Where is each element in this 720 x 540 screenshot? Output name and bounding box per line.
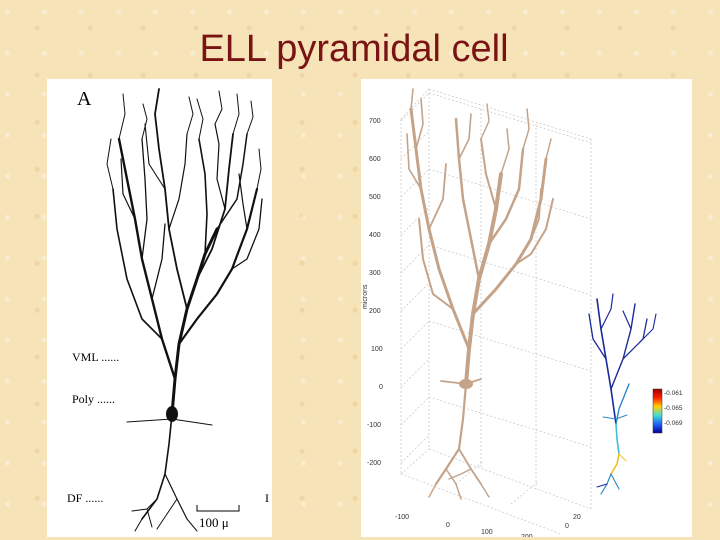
layer-label-vml: VML ...... xyxy=(72,350,119,364)
plot-grid xyxy=(400,88,592,535)
slide-title: ELL pyramidal cell xyxy=(199,28,509,70)
layer-label-df: DF ...... xyxy=(67,491,103,505)
y-tick-700: 700 xyxy=(369,118,381,125)
layer-label-poly: Poly ...... xyxy=(72,392,115,406)
x-tick-0: 0 xyxy=(446,522,450,529)
voltage-map-neuron xyxy=(588,293,657,495)
y-tick-0: 0 xyxy=(379,384,383,391)
neuron-drawing-panel: A xyxy=(47,79,272,537)
y-tick-minus-100: -100 xyxy=(367,422,381,429)
colorbar-tick-3: -0.069 xyxy=(664,420,683,427)
edge-mark: I xyxy=(265,491,269,505)
y-tick-300: 300 xyxy=(369,270,381,277)
x-tick-200: 200 xyxy=(521,534,533,537)
colorbar-tick-2: -0.065 xyxy=(664,405,683,412)
scale-bar xyxy=(196,505,240,512)
x-tick-minus-100: -100 xyxy=(395,514,409,521)
y-tick-200: 200 xyxy=(369,308,381,315)
z-tick-20: 20 xyxy=(573,514,581,521)
y-tick-400: 400 xyxy=(369,232,381,239)
panel-label: A xyxy=(77,88,92,110)
colorbar-tick-1: -0.061 xyxy=(664,390,683,397)
y-tick-600: 600 xyxy=(369,156,381,163)
z-tick-0: 0 xyxy=(565,523,569,530)
y-axis-label: microns xyxy=(362,284,369,309)
soma xyxy=(166,406,178,422)
neuron-drawing: A xyxy=(67,88,269,532)
neuron-model-plot: 700 600 500 400 300 200 100 0 -100 -200 … xyxy=(362,88,683,537)
neuron-model-panel: 700 600 500 400 300 200 100 0 -100 -200 … xyxy=(361,79,692,537)
y-tick-500: 500 xyxy=(369,194,381,201)
colorbar xyxy=(652,388,663,434)
y-tick-minus-200: -200 xyxy=(367,460,381,467)
y-tick-100: 100 xyxy=(371,346,383,353)
scale-bar-label: 100 μ xyxy=(199,515,229,530)
model-soma xyxy=(459,379,473,389)
x-tick-100: 100 xyxy=(481,529,493,536)
neuron-ink-dendrites xyxy=(106,88,263,532)
neuron-model-dendrites xyxy=(406,88,554,500)
